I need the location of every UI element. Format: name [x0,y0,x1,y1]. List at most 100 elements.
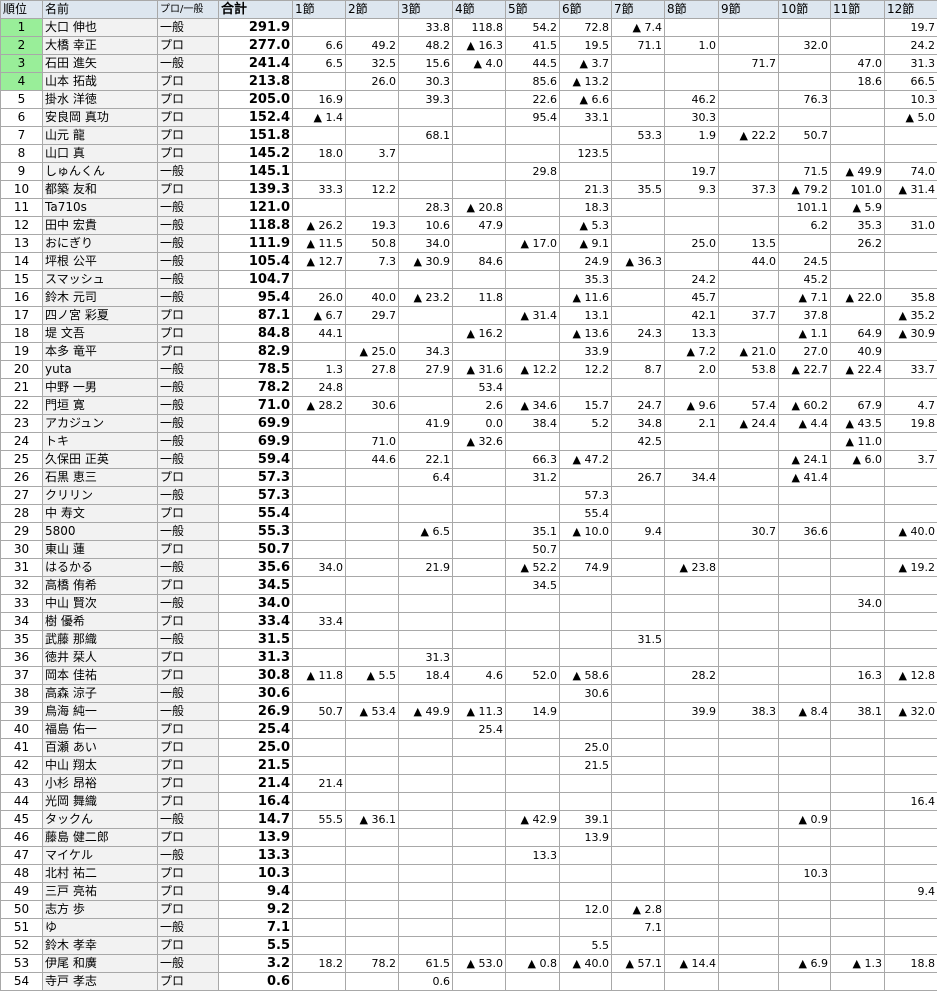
table-row[interactable]: 39 鳥海 純一 一般 26.9 50.7 ▲ 53.4 ▲ 49.9 ▲ 11.3 14.9 3… [0,702,937,721]
table-row[interactable]: 43 小杉 昂裕 プロ 21.4 21.4 [0,774,937,793]
table-row[interactable]: 54 寺戸 孝志 プロ 0.6 0.6 [0,972,937,991]
score-cell-round-2 [345,468,399,487]
table-row[interactable]: 30 東山 蓮プロ 50.7 50.7 [0,540,937,559]
table-row[interactable]: 51 ゆ一般 7.1 7.1 [0,918,937,937]
table-row[interactable]: 33 中山 賢次 一般 34.0 34.0 [0,594,937,613]
score-cell-round-10 [778,918,831,937]
table-row[interactable]: 6 安良岡 真功 プロ 152.4 ▲ 1.4 95.4 33.1 30.3 ▲ 5.0 [0,108,937,127]
score-cell-round-6: 39.1 [559,810,612,829]
table-row[interactable]: 28 中 寿文 プロ 55.4 55.4 [0,504,937,523]
score-cell-round-5 [505,882,560,901]
header-round-1[interactable]: 1節 [292,0,346,19]
table-row[interactable]: 25 久保田 正英 一般 59.4 44.6 22.1 66.3 ▲ 47.2 ▲ 24.1 ▲ … [0,450,937,469]
score-cell-round-9 [718,900,779,919]
header-round-7[interactable]: 7節 [611,0,665,19]
type-cell: 一般 [157,18,219,37]
table-row[interactable]: 12 田中 宏貴 一般 118.8 ▲ 26.2 19.3 10.6 47.9 ▲ 5.3 6.2… [0,216,937,235]
table-row[interactable]: 2 大橋 幸正 プロ 277.0 6.6 49.2 48.2 ▲ 16.3 41.5 19.5 71… [0,36,937,55]
table-row[interactable]: 48 北村 祐二 プロ 10.3 10.3 [0,864,937,883]
table-row[interactable]: 20 yuta 一般 78.5 1.3 27.8 27.9 ▲ 31.6 ▲ 12.2 12.2 8… [0,360,937,379]
total-cell: 205.0 [218,90,293,109]
table-row[interactable]: 37 岡本 佳祐 プロ 30.8 ▲ 11.8 ▲ 5.5 18.4 4.6 52.0 ▲ 58.… [0,666,937,685]
score-cell-round-2 [345,630,399,649]
table-row[interactable]: 22 門垣 寛一般 71.0 ▲ 28.2 30.6 2.6 ▲ 34.6 15.7 24.7 ▲… [0,396,937,415]
table-row[interactable]: 36 徳井 栞人 プロ 31.3 31.3 [0,648,937,667]
score-cell-round-1: 16.9 [292,90,346,109]
score-cell-round-3 [398,162,453,181]
table-row[interactable]: 23 アカジュン 一般 69.9 41.9 0.0 38.4 5.2 34.8 2.1 ▲ 24.4… [0,414,937,433]
table-row[interactable]: 21 中野 一男 一般 78.2 24.8 53.4 [0,378,937,397]
table-row[interactable]: 11 Ta710s 一般 121.0 28.3 ▲ 20.8 18.3 101.1 ▲ 5.9 [0,198,937,217]
table-row[interactable]: 52 鈴木 孝幸 プロ 5.5 5.5 [0,936,937,955]
header-rank[interactable]: 順位 [0,0,43,19]
score-cell-round-11 [830,810,885,829]
score-cell-round-8 [664,648,719,667]
score-cell-round-3 [398,882,453,901]
table-row[interactable]: 16 鈴木 元司 一般 95.4 26.0 40.0 ▲ 23.2 11.8 ▲ 11.6 45.… [0,288,937,307]
table-row[interactable]: 42 中山 翔太 プロ 21.5 21.5 [0,756,937,775]
header-round-12[interactable]: 12節 [884,0,937,19]
type-cell: 一般 [157,594,219,613]
table-row[interactable]: 4 山本 拓哉 プロ 213.8 26.0 30.3 85.6 ▲ 13.2 18.6 66.5 [0,72,937,91]
score-cell-round-8 [664,576,719,595]
table-row[interactable]: 19 本多 竜平 プロ 82.9 ▲ 25.0 34.3 33.9 ▲ 7.2 ▲ 21.0 27… [0,342,937,361]
table-row[interactable]: 10 都築 友和 プロ 139.3 33.3 12.2 21.3 35.5 9.3 37.3 ▲ 7… [0,180,937,199]
table-row[interactable]: 1 大口 伸也 一般 291.9 33.8 118.8 54.2 72.8 ▲ 7.4 19.7 [0,18,937,37]
score-cell-round-2 [345,918,399,937]
table-row[interactable]: 24 トキ 一般 69.9 71.0 ▲ 32.6 42.5 ▲ 11.0 [0,432,937,451]
score-cell-round-4: ▲ 4.0 [452,54,506,73]
table-row[interactable]: 47 マイケル 一般 13.3 13.3 [0,846,937,865]
score-cell-round-4 [452,342,506,361]
table-row[interactable]: 5 掛水 洋徳 プロ 205.0 16.9 39.3 22.6 ▲ 6.6 46.2 76.3 10… [0,90,937,109]
header-round-6[interactable]: 6節 [559,0,612,19]
total-cell: 21.4 [218,774,293,793]
table-row[interactable]: 3 石田 進矢 一般 241.4 6.5 32.5 15.6 ▲ 4.0 44.5 ▲ 3.7 71… [0,54,937,73]
score-cell-round-6: ▲ 6.6 [559,90,612,109]
score-cell-round-6 [559,648,612,667]
table-row[interactable]: 26 石黒 恵三 プロ 57.3 6.4 31.2 26.7 34.4 ▲ 41.4 [0,468,937,487]
table-row[interactable]: 14 坪根 公平 一般 105.4 ▲ 12.7 7.3 ▲ 30.9 84.6 24.9 ▲ 3… [0,252,937,271]
table-row[interactable]: 38 高森 涼子 一般 30.6 30.6 [0,684,937,703]
table-row[interactable]: 50 志方 歩プロ 9.2 12.0 ▲ 2.8 [0,900,937,919]
score-cell-round-8 [664,144,719,163]
header-round-10[interactable]: 10節 [778,0,831,19]
table-row[interactable]: 46 藤島 健二郎 プロ 13.9 13.9 [0,828,937,847]
table-row[interactable]: 35 武藤 那織 一般 31.5 31.5 [0,630,937,649]
table-row[interactable]: 32 高橋 侑希 プロ 34.5 34.5 [0,576,937,595]
table-row[interactable]: 44 光岡 舞織 プロ 16.4 16.4 [0,792,937,811]
table-row[interactable]: 8 山口 真プロ 145.2 18.0 3.7 123.5 [0,144,937,163]
header-round-8[interactable]: 8節 [664,0,719,19]
header-type[interactable]: プロ/一般 [157,0,219,19]
header-round-9[interactable]: 9節 [718,0,779,19]
table-row[interactable]: 15 スマッシュ 一般 104.7 35.3 24.2 45.2 [0,270,937,289]
table-row[interactable]: 17 四ノ宮 彩夏 プロ 87.1 ▲ 6.7 29.7 ▲ 31.4 13.1 42.1 37.… [0,306,937,325]
table-row[interactable]: 29 5800 一般 55.3 ▲ 6.5 35.1 ▲ 10.0 9.4 30.7 36.6 ▲ … [0,522,937,541]
table-row[interactable]: 18 堤 文吾 プロ 84.8 44.1 ▲ 16.2 ▲ 13.6 24.3 13.3 ▲ 1.… [0,324,937,343]
score-cell-round-3: 61.5 [398,954,453,973]
score-cell-round-3: 28.3 [398,198,453,217]
table-row[interactable]: 7 山元 龍プロ 151.8 68.1 53.3 1.9 ▲ 22.2 50.7 [0,126,937,145]
header-round-5[interactable]: 5節 [505,0,560,19]
total-cell: 55.4 [218,504,293,523]
table-row[interactable]: 9 しゅんくん 一般 145.1 29.8 19.7 71.5 ▲ 49.9 74.0 [0,162,937,181]
header-round-3[interactable]: 3節 [398,0,453,19]
header-total[interactable]: 合計 [218,0,293,19]
header-round-11[interactable]: 11節 [830,0,885,19]
table-row[interactable]: 45 タックん 一般 14.7 55.5 ▲ 36.1 ▲ 42.9 39.1 ▲ 0.9 [0,810,937,829]
total-cell: 13.3 [218,846,293,865]
type-cell: プロ [157,774,219,793]
table-row[interactable]: 40 福島 佑一 プロ 25.4 25.4 [0,720,937,739]
header-round-2[interactable]: 2節 [345,0,399,19]
rank-cell: 32 [0,576,43,595]
header-round-4[interactable]: 4節 [452,0,506,19]
table-row[interactable]: 13 おにぎり 一般 111.9 ▲ 11.5 50.8 34.0 ▲ 17.0 ▲ 9.1 25… [0,234,937,253]
table-row[interactable]: 31 はるかる 一般 35.6 34.0 21.9 ▲ 52.2 74.9 ▲ 23.8 ▲ 19… [0,558,937,577]
table-row[interactable]: 27 クリリン 一般 57.3 57.3 [0,486,937,505]
header-name[interactable]: 名前 [42,0,158,19]
table-row[interactable]: 49 三戸 亮祐 プロ 9.4 9.4 [0,882,937,901]
table-row[interactable]: 34 樹 優希 プロ 33.4 33.4 [0,612,937,631]
table-row[interactable]: 41 百瀬 あい プロ 25.0 25.0 [0,738,937,757]
score-cell-round-7: 7.1 [611,918,665,937]
score-cell-round-8 [664,792,719,811]
table-row[interactable]: 53 伊尾 和廣 一般 3.2 18.2 78.2 61.5 ▲ 53.0 ▲ 0.8 ▲ 40.… [0,954,937,973]
